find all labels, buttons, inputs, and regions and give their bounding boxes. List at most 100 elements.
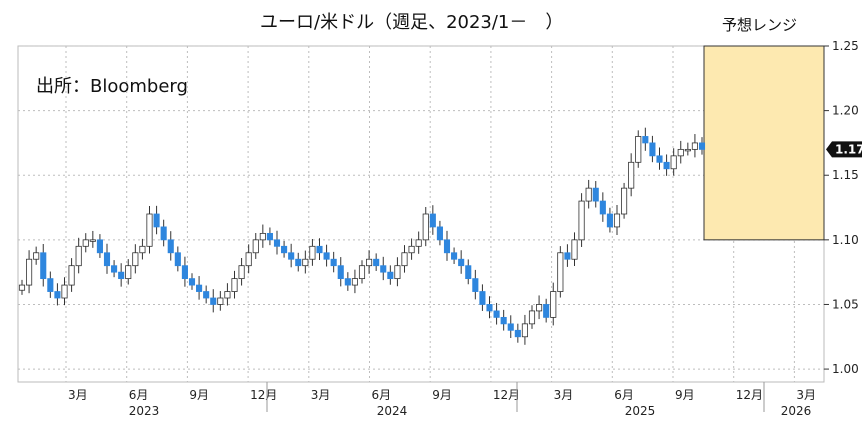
candle-body bbox=[521, 323, 528, 338]
candle-body bbox=[677, 148, 684, 157]
candle-body bbox=[75, 245, 82, 267]
y-tick-label: 1.05 bbox=[832, 297, 859, 311]
candle-body bbox=[288, 252, 295, 260]
candle-body bbox=[103, 252, 111, 267]
candle-body bbox=[486, 304, 493, 312]
candle-body bbox=[613, 213, 621, 228]
candle-body bbox=[543, 304, 550, 318]
candle-body bbox=[380, 265, 387, 273]
candle-body bbox=[153, 213, 160, 228]
candle-body bbox=[585, 187, 592, 202]
month-tick-label: 3月 bbox=[311, 388, 331, 402]
candle-body bbox=[528, 310, 536, 325]
candle-body bbox=[394, 265, 401, 280]
month-tick-label: 12月 bbox=[250, 388, 277, 402]
candle-body bbox=[281, 245, 288, 254]
candle-body bbox=[26, 258, 33, 286]
candle-body bbox=[351, 278, 358, 286]
month-tick-label: 3月 bbox=[68, 388, 88, 402]
month-tick-label: 9月 bbox=[189, 388, 209, 402]
candle-body bbox=[571, 239, 578, 260]
candle-body bbox=[337, 265, 344, 280]
candle-body bbox=[309, 245, 316, 260]
y-tick-label: 1.20 bbox=[832, 104, 859, 118]
candle-body bbox=[408, 245, 415, 254]
candle-body bbox=[295, 258, 302, 267]
candle-body bbox=[621, 187, 628, 215]
candle-body bbox=[266, 232, 273, 241]
year-label: 2024 bbox=[377, 404, 408, 418]
candle-body bbox=[181, 265, 188, 280]
candle-body bbox=[111, 265, 118, 273]
month-tick-label: 3月 bbox=[554, 388, 574, 402]
forecast-range-label: 予想レンジ bbox=[722, 16, 798, 34]
candle-body bbox=[422, 213, 429, 241]
candle-body bbox=[167, 239, 174, 254]
candle-body bbox=[691, 142, 698, 150]
candle-body bbox=[436, 226, 443, 241]
month-tick-label: 9月 bbox=[675, 388, 695, 402]
candle-body bbox=[415, 239, 422, 247]
candle-body bbox=[387, 271, 394, 280]
month-tick-label: 3月 bbox=[796, 388, 816, 402]
candle-body bbox=[656, 155, 663, 163]
month-tick-label: 6月 bbox=[614, 388, 634, 402]
candle-body bbox=[344, 278, 351, 286]
plot-frame bbox=[17, 45, 825, 383]
candle-body bbox=[238, 265, 245, 280]
candle-body bbox=[40, 252, 47, 280]
candle-body bbox=[358, 265, 366, 280]
chart-title: ユーロ/米ドル（週足、2023/1－ ） bbox=[260, 12, 564, 33]
candle-body bbox=[231, 278, 238, 292]
candle-body bbox=[259, 232, 266, 241]
candle-body bbox=[493, 310, 500, 318]
candle-body bbox=[174, 252, 181, 267]
candle-body bbox=[628, 161, 635, 189]
candle-body bbox=[564, 252, 571, 260]
candle-body bbox=[698, 142, 706, 150]
year-label: 2023 bbox=[129, 404, 160, 418]
source-note: 出所：Bloomberg bbox=[36, 76, 188, 97]
candle-body bbox=[96, 239, 103, 254]
candle-body bbox=[514, 329, 521, 338]
candle-body bbox=[302, 258, 309, 267]
candle-body bbox=[188, 278, 196, 286]
y-tick-label: 1.10 bbox=[832, 233, 859, 247]
candle-body bbox=[224, 291, 231, 299]
candle-body bbox=[458, 258, 465, 267]
candle-body bbox=[210, 297, 217, 305]
candle-body bbox=[670, 155, 677, 170]
candle-body bbox=[429, 213, 436, 228]
candle-body bbox=[217, 297, 224, 305]
candle-body bbox=[203, 291, 210, 299]
year-label: 2026 bbox=[781, 404, 812, 418]
candle-body bbox=[273, 239, 281, 247]
candle-body bbox=[61, 284, 68, 299]
y-tick-label: 1.00 bbox=[832, 362, 859, 376]
candle-body bbox=[252, 239, 259, 254]
candle-body bbox=[465, 265, 472, 280]
candle-body bbox=[330, 258, 337, 267]
candle-body bbox=[649, 142, 656, 157]
y-tick-label: 1.15 bbox=[832, 168, 859, 182]
forecast-range-box bbox=[703, 45, 825, 241]
candle-body bbox=[557, 252, 564, 292]
candle-body bbox=[451, 252, 458, 260]
candle-body bbox=[33, 252, 40, 260]
candle-body bbox=[146, 213, 153, 247]
candle-body bbox=[479, 291, 486, 305]
y-tick-label: 1.25 bbox=[832, 39, 859, 53]
candle-body bbox=[245, 252, 252, 267]
candle-body bbox=[125, 265, 132, 280]
candle-body bbox=[642, 136, 649, 144]
candle-body bbox=[196, 284, 203, 292]
candle-body bbox=[663, 161, 670, 170]
candle-body bbox=[536, 304, 543, 312]
month-tick-label: 6月 bbox=[129, 388, 149, 402]
candle-body bbox=[68, 265, 75, 286]
candle-body bbox=[606, 213, 613, 228]
candle-body bbox=[139, 245, 146, 254]
candle-body bbox=[578, 200, 585, 241]
candle-body bbox=[684, 148, 691, 152]
candle-body bbox=[507, 323, 514, 331]
